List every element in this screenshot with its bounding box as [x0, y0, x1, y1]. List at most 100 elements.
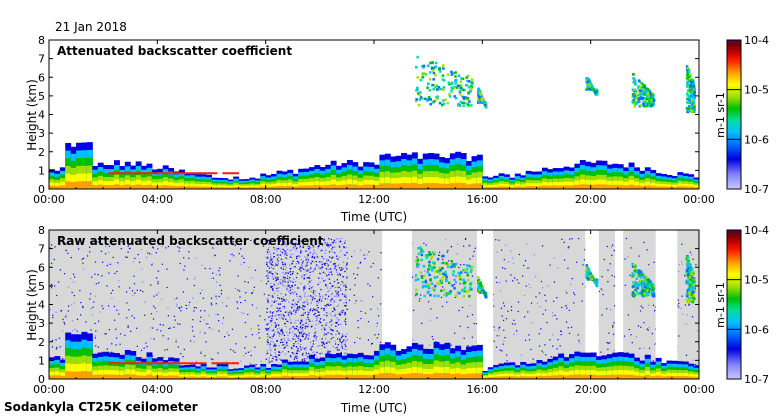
boundary-layer-cell: [433, 183, 440, 189]
noise-pixel: [271, 311, 274, 314]
cloud-cell: [691, 80, 695, 84]
noise-pixel: [339, 311, 342, 314]
cloud-cell: [480, 99, 484, 102]
cloud-cell: [686, 69, 690, 73]
noise-pixel: [314, 298, 316, 300]
cloud-cell: [484, 105, 488, 108]
cloud-cell: [437, 86, 441, 89]
noise-pixel: [613, 285, 615, 287]
noise-pixel: [298, 255, 300, 257]
noise-pixel: [333, 301, 335, 303]
noise-pixel: [640, 305, 642, 307]
noise-pixel: [205, 341, 207, 343]
noise-pixel: [568, 309, 570, 312]
boundary-layer-cell: [103, 374, 110, 379]
cloud-cell: [433, 66, 436, 70]
noise-pixel: [216, 281, 218, 283]
noise-pixel: [296, 359, 299, 362]
noise-pixel: [306, 326, 308, 328]
noise-pixel: [265, 327, 267, 330]
noise-pixel: [282, 318, 284, 320]
cloud-cell: [687, 106, 691, 110]
noise-pixel: [321, 249, 323, 252]
noise-pixel: [496, 251, 498, 253]
noise-pixel: [286, 344, 288, 346]
boundary-layer-cell: [92, 185, 99, 189]
noise-pixel: [272, 289, 274, 291]
noise-pixel: [308, 335, 310, 337]
boundary-layer-cell: [357, 374, 364, 379]
noise-pixel: [94, 273, 96, 275]
noise-pixel: [380, 303, 382, 305]
noise-pixel: [280, 258, 283, 260]
noise-pixel: [305, 322, 308, 324]
noise-pixel: [549, 339, 551, 341]
noise-pixel: [311, 345, 313, 348]
noise-pixel: [345, 283, 347, 286]
cloud-cell: [455, 86, 459, 89]
noise-pixel: [208, 327, 211, 329]
noise-pixel: [280, 292, 282, 295]
noise-pixel: [218, 295, 220, 298]
noise-pixel: [273, 239, 275, 241]
noise-pixel: [300, 296, 303, 299]
noise-pixel: [270, 354, 272, 356]
boundary-layer-cell: [368, 375, 375, 379]
noise-pixel: [232, 241, 234, 243]
noise-pixel: [112, 289, 114, 292]
noise-pixel: [311, 349, 313, 352]
noise-pixel: [340, 311, 343, 313]
noise-pixel: [431, 335, 433, 338]
noise-pixel: [274, 315, 276, 317]
noise-pixel: [201, 289, 203, 291]
inversion-cell: [206, 172, 212, 175]
cloud-cell: [467, 91, 470, 94]
noise-pixel: [267, 351, 269, 354]
noise-pixel: [346, 257, 349, 260]
noise-pixel: [344, 305, 346, 307]
noise-pixel: [131, 315, 133, 317]
noise-pixel: [184, 265, 186, 267]
noise-pixel: [81, 258, 83, 260]
noise-pixel: [274, 326, 277, 328]
noise-pixel: [307, 258, 309, 260]
cloud-cell: [688, 101, 691, 105]
cloud-cell: [450, 259, 453, 263]
noise-pixel: [457, 243, 459, 245]
noise-pixel: [271, 261, 274, 263]
noise-pixel: [272, 335, 274, 337]
cloud-cell: [633, 97, 637, 100]
noise-pixel: [502, 302, 505, 304]
noise-pixel: [286, 277, 289, 280]
cloud-cell: [418, 98, 422, 101]
noise-pixel: [308, 287, 310, 290]
cloud-cell: [460, 289, 464, 292]
noise-pixel: [356, 274, 358, 276]
noise-pixel: [294, 280, 297, 283]
boundary-layer-cell: [379, 367, 386, 379]
noise-pixel: [286, 289, 288, 291]
noise-pixel: [316, 299, 319, 302]
noise-pixel: [337, 258, 340, 261]
noise-pixel: [323, 307, 325, 310]
cloud-cell: [419, 78, 423, 82]
noise-pixel: [215, 364, 218, 367]
noise-pixel: [179, 262, 181, 265]
cloud-cell: [438, 101, 442, 105]
noise-pixel: [145, 256, 148, 259]
noise-pixel: [274, 343, 276, 345]
colorbar-tick-label: 10-5: [744, 84, 769, 97]
noise-pixel: [610, 309, 612, 311]
boundary-layer-cell: [119, 374, 126, 379]
noise-pixel: [473, 322, 475, 325]
noise-pixel: [343, 348, 345, 350]
noise-pixel: [322, 308, 325, 311]
noise-pixel: [267, 257, 269, 259]
noise-pixel: [338, 256, 341, 259]
noise-pixel: [326, 322, 328, 324]
noise-pixel: [105, 333, 107, 335]
noise-pixel: [330, 244, 332, 246]
noise-pixel: [354, 342, 356, 344]
noise-pixel: [271, 275, 274, 278]
noise-pixel: [302, 314, 305, 316]
